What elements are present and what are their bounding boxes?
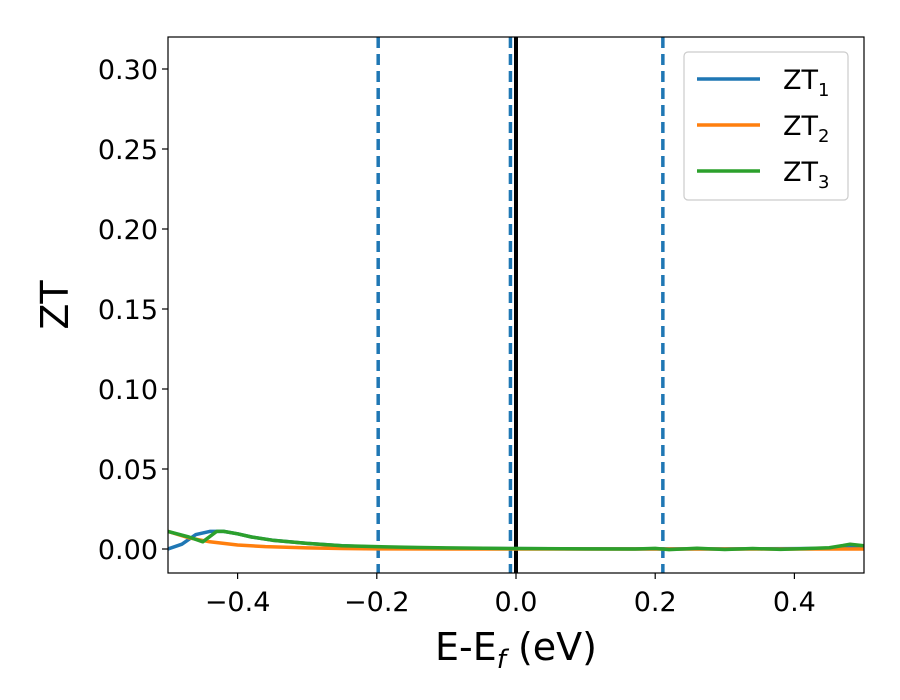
- y-tick-label: 0.00: [98, 535, 158, 566]
- x-tick-label: 0.0: [495, 587, 538, 618]
- legend: ZT1 ZT2 ZT3: [683, 51, 849, 201]
- y-tick-label: 0.20: [98, 215, 158, 246]
- legend-box: [683, 51, 849, 201]
- legend-label-1: ZT1: [783, 65, 829, 101]
- x-axis-title: E-Ef (eV): [435, 625, 597, 675]
- y-axis: 0.00 0.05 0.10 0.15 0.20 0.25 0.30: [98, 55, 168, 566]
- x-tick-label: −0.4: [205, 587, 271, 618]
- y-axis-title: ZT: [33, 280, 77, 330]
- reference-lines: [376, 37, 665, 573]
- legend-label-3: ZT3: [783, 157, 829, 193]
- y-tick-label: 0.15: [98, 295, 158, 326]
- y-tick-label: 0.30: [98, 55, 158, 86]
- y-tick-label: 0.10: [98, 375, 158, 406]
- x-tick-label: 0.4: [773, 587, 816, 618]
- x-tick-label: −0.2: [344, 587, 410, 618]
- series-lines: [168, 529, 864, 552]
- y-tick-label: 0.05: [98, 455, 158, 486]
- legend-label-2: ZT2: [783, 111, 829, 147]
- series-line-3: [168, 529, 864, 552]
- x-tick-label: 0.2: [634, 587, 677, 618]
- x-axis: −0.4 −0.2 0.0 0.2 0.4: [205, 573, 816, 618]
- y-tick-label: 0.25: [98, 135, 158, 166]
